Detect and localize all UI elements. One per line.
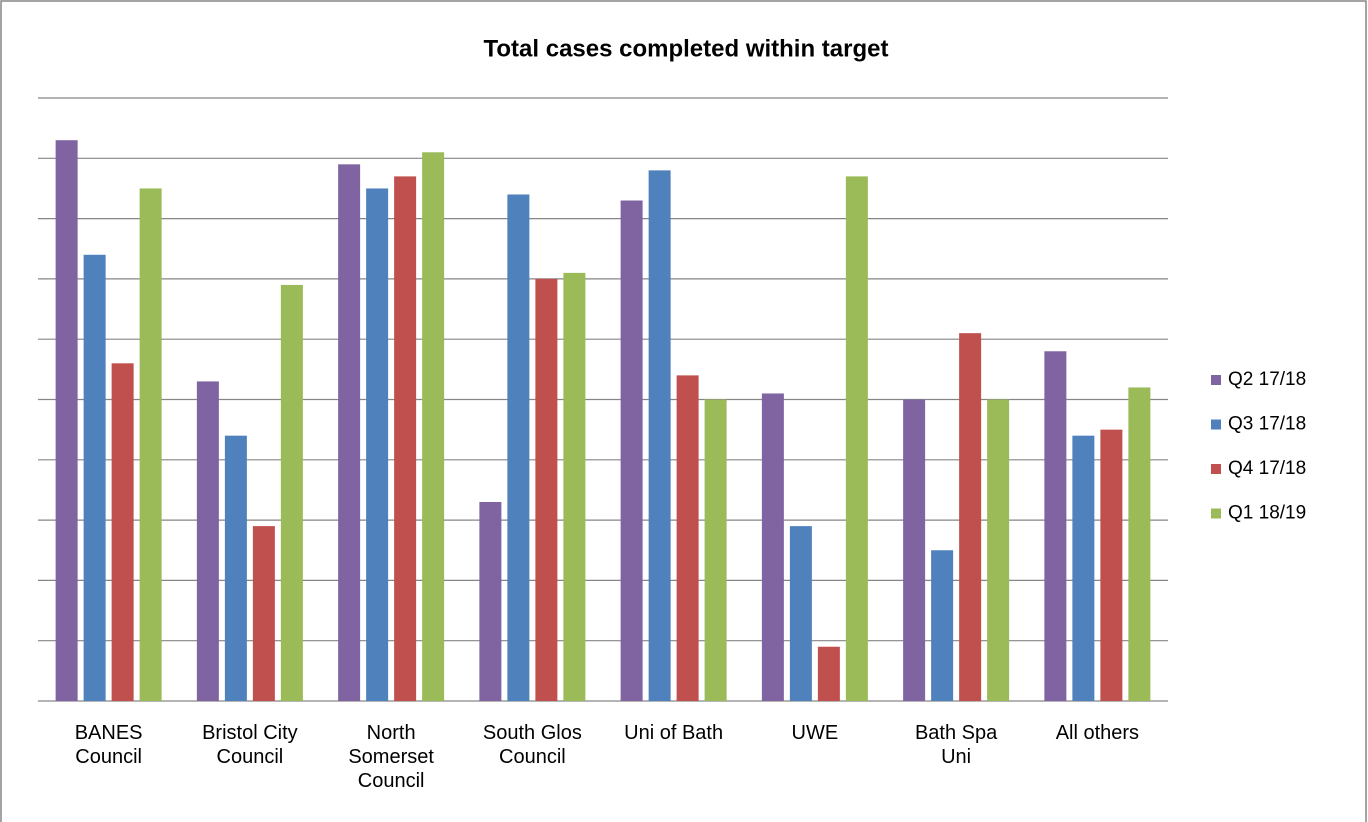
legend-label: Q4 17/18 [1228,458,1306,479]
bar [507,194,530,702]
bar [479,502,502,701]
bar [55,140,78,701]
legend-swatch [1211,464,1221,474]
bar [196,381,219,701]
bar [111,363,134,701]
bar [422,152,445,701]
x-tick-label: All others [1055,722,1140,744]
legend-label: Q3 17/18 [1228,414,1306,435]
bar [563,272,586,701]
bar [845,176,868,701]
bar [1100,429,1123,701]
x-tick-label: South Glos Council [482,722,582,768]
bar [394,176,417,701]
bar [280,284,303,701]
bar [704,399,727,701]
chart-title: Total cases completed within target [484,35,889,62]
bar [139,188,162,701]
legend-swatch [1211,419,1221,430]
x-tick-label: UWE [791,722,839,744]
bar [959,333,982,701]
bar [535,278,558,701]
bar [224,435,247,701]
bar [1044,351,1067,701]
x-tick-label: BANES Council [74,722,143,768]
bar [648,170,671,702]
bar [676,375,699,701]
bar [817,646,840,701]
x-tick-label: Bath Spa Uni [914,722,998,768]
bar [987,399,1010,701]
legend-swatch [1211,508,1221,519]
bar [338,164,361,701]
bar [931,550,954,701]
bar [1128,387,1151,701]
bar [620,200,643,701]
bar [252,526,275,701]
legend-label: Q1 18/19 [1228,503,1306,524]
bar [903,399,926,701]
bar [789,526,812,701]
legend-swatch [1211,375,1221,385]
x-tick-label: Uni of Bath [624,722,724,744]
bar [761,393,784,701]
legend-label: Q2 17/18 [1228,369,1306,390]
x-tick-label: North Somerset Council [348,722,434,792]
bar [83,254,106,701]
bar [366,188,389,701]
x-tick-label: Bristol City Council [202,722,298,768]
bar [1072,435,1095,701]
